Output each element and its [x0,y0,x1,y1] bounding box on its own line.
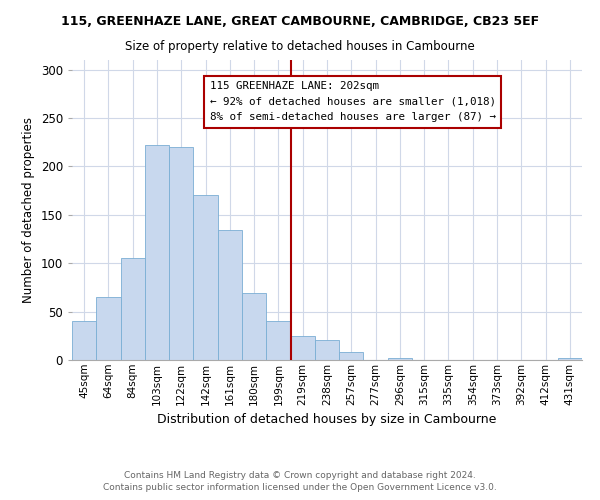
Y-axis label: Number of detached properties: Number of detached properties [22,117,35,303]
Bar [72,322,96,360]
Bar [558,358,582,360]
Bar [145,145,169,360]
Text: Contains HM Land Registry data © Crown copyright and database right 2024.
Contai: Contains HM Land Registry data © Crown c… [103,470,497,492]
Bar [96,297,121,360]
Bar [290,336,315,360]
Bar [169,147,193,360]
X-axis label: Distribution of detached houses by size in Cambourne: Distribution of detached houses by size … [157,413,497,426]
Text: 115 GREENHAZE LANE: 202sqm
← 92% of detached houses are smaller (1,018)
8% of se: 115 GREENHAZE LANE: 202sqm ← 92% of deta… [210,81,496,122]
Bar [339,352,364,360]
Bar [121,258,145,360]
Bar [218,230,242,360]
Bar [242,293,266,360]
Bar [193,196,218,360]
Bar [315,340,339,360]
Text: 115, GREENHAZE LANE, GREAT CAMBOURNE, CAMBRIDGE, CB23 5EF: 115, GREENHAZE LANE, GREAT CAMBOURNE, CA… [61,15,539,28]
Bar [266,322,290,360]
Text: Size of property relative to detached houses in Cambourne: Size of property relative to detached ho… [125,40,475,53]
Bar [388,358,412,360]
